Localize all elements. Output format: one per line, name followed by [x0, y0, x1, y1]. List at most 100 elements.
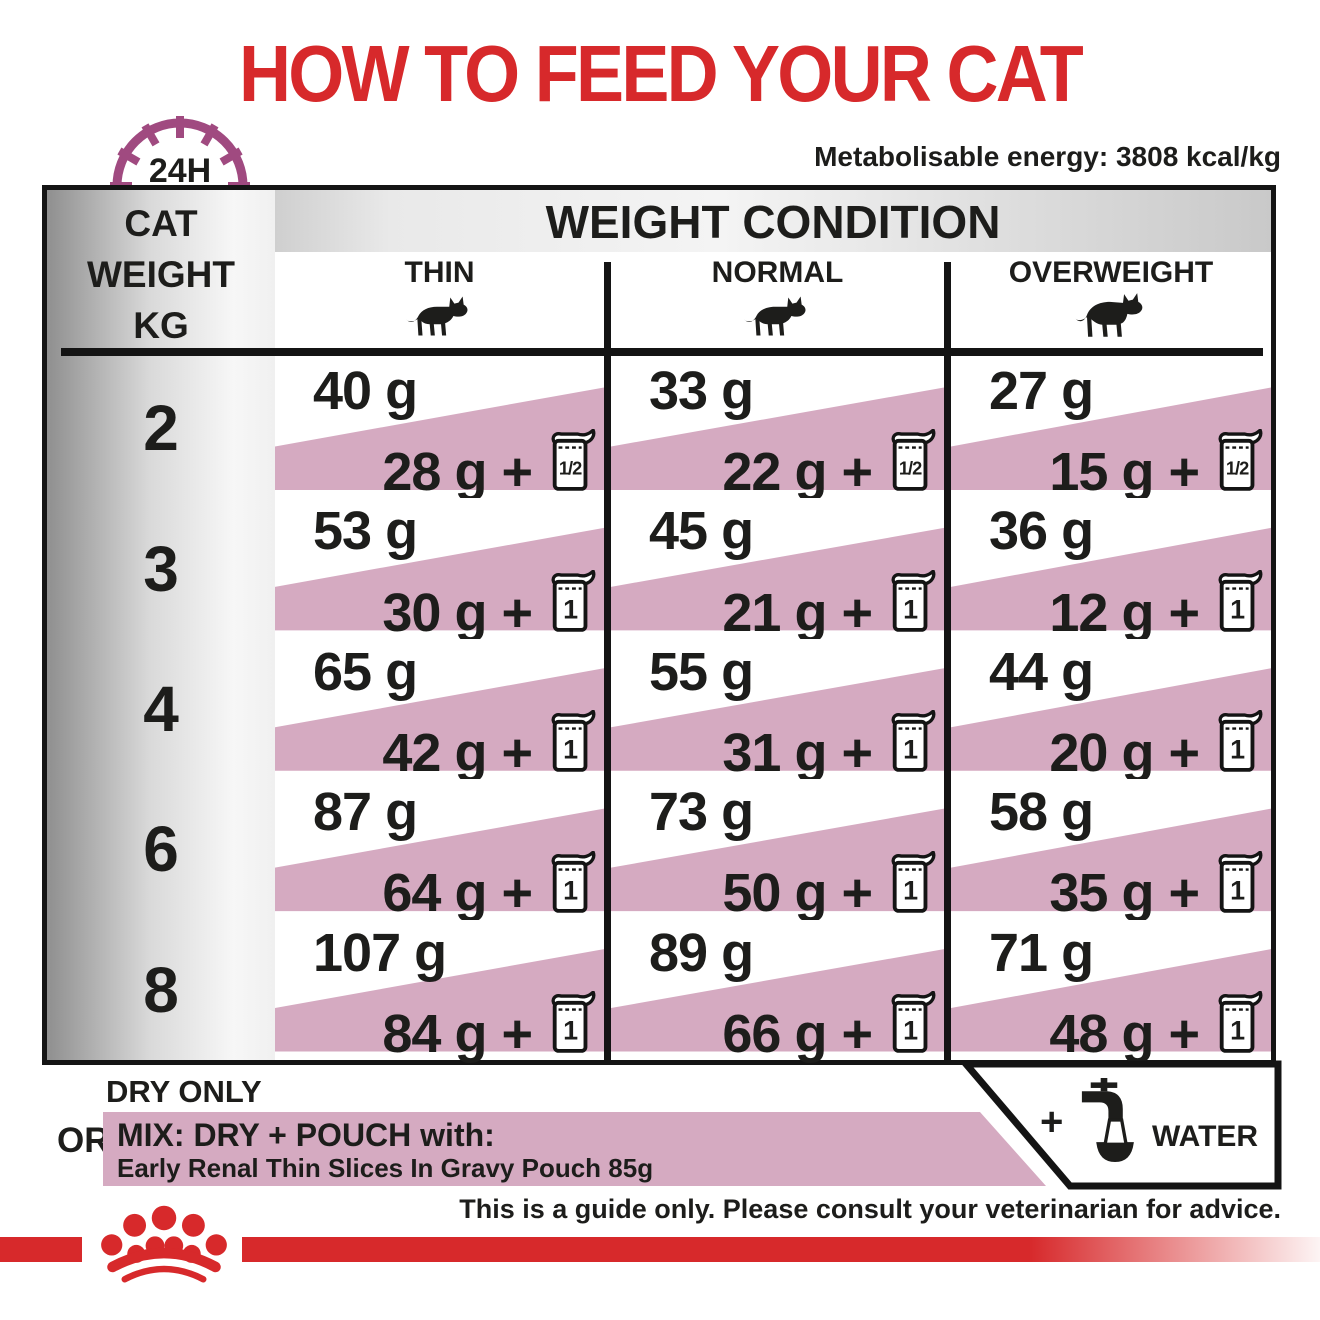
plus-sign: +: [841, 582, 873, 643]
plus-sign: +: [1168, 863, 1200, 924]
dry-amount: 87 g: [313, 782, 418, 843]
table-row: 3 53 g 30 g + 1 45 g 21 g +: [47, 498, 1271, 643]
ration-cell: 36 g 12 g + 1: [951, 498, 1271, 643]
pouch-count: 1: [1230, 1015, 1245, 1045]
mix-amount: 42 g: [382, 723, 487, 784]
column-divider: [944, 262, 951, 1060]
cat-thin-icon: [275, 292, 604, 345]
page-title: HOW TO FEED YOUR CAT: [238, 29, 1084, 118]
mix-amount: 20 g: [1049, 723, 1154, 784]
pouch-count: 1: [903, 735, 918, 765]
plus-sign: +: [841, 1003, 873, 1064]
mix-amount: 64 g: [382, 863, 487, 924]
mix-amount: 15 g: [1049, 442, 1154, 503]
plus-sign: +: [501, 442, 533, 503]
cat-normal-icon: [611, 292, 944, 345]
dry-amount: 65 g: [313, 641, 418, 702]
pouch-icon: 1: [551, 990, 596, 1053]
dry-amount: 27 g: [989, 361, 1094, 421]
mix-legend-band: MIX: DRY + POUCH with: Early Renal Thin …: [103, 1112, 1046, 1186]
pouch-icon: 1/2: [551, 429, 596, 492]
cat-weight-value: 6: [143, 813, 179, 886]
pouch-count: 1/2: [1226, 458, 1249, 479]
mix-amount-line: 50 g + 1: [722, 850, 937, 924]
pouch-count: 1: [1230, 735, 1245, 765]
weight-column-background: [47, 190, 275, 1060]
ration-cell: 40 g 28 g + 1/2: [275, 358, 604, 503]
mix-amount-line: 42 g + 1: [382, 710, 597, 784]
plus-sign: +: [501, 582, 533, 643]
dry-amount: 71 g: [989, 922, 1094, 983]
cat-overweight-icon: [951, 292, 1271, 345]
pouch-count: 1: [1230, 875, 1245, 905]
ration-cell: 73 g 50 g + 1: [611, 779, 944, 924]
pouch-icon: 1: [891, 569, 936, 632]
mix-amount: 22 g: [722, 442, 827, 503]
plus-sign: +: [501, 1003, 533, 1064]
dry-amount: 73 g: [649, 782, 754, 843]
plus-sign: +: [501, 723, 533, 784]
pouch-icon: 1: [551, 710, 596, 772]
mix-amount-line: 84 g + 1: [382, 990, 597, 1064]
ration-cell: 89 g 66 g + 1: [611, 919, 944, 1064]
plus-sign: +: [501, 863, 533, 924]
mix-amount-line: 28 g + 1/2: [382, 429, 597, 503]
ration-cell: 87 g 64 g + 1: [275, 779, 604, 924]
cat-weight-value: 3: [143, 532, 179, 605]
ration-cell: 45 g 21 g + 1: [611, 498, 944, 643]
pouch-icon: 1: [891, 710, 936, 772]
feeding-table: WEIGHT CONDITION CAT WEIGHT KG THIN NORM…: [42, 185, 1276, 1065]
pouch-icon: 1: [1218, 710, 1263, 772]
pouch-icon: 1/2: [1218, 429, 1263, 492]
ration-cell: 71 g 48 g + 1: [951, 919, 1271, 1064]
dry-amount: 40 g: [313, 361, 418, 421]
dry-amount: 107 g: [313, 922, 447, 983]
ration-cell: 44 g 20 g + 1: [951, 638, 1271, 784]
table-row: 4 65 g 42 g + 1 55 g 31 g +: [47, 638, 1271, 784]
pouch-count: 1: [563, 735, 578, 765]
cat-weight-header: CAT WEIGHT KG: [47, 198, 275, 351]
mix-amount: 30 g: [382, 582, 487, 643]
dry-amount: 45 g: [649, 501, 754, 562]
mix-amount-line: 48 g + 1: [1049, 990, 1264, 1064]
mix-amount: 50 g: [722, 863, 827, 924]
cat-weight-value: 4: [143, 672, 179, 745]
pouch-count: 1/2: [559, 458, 582, 479]
dry-amount: 89 g: [649, 922, 754, 983]
water-callout: + WATER: [952, 1058, 1284, 1192]
water-tap-icon: [1081, 1078, 1134, 1162]
mix-amount: 84 g: [382, 1003, 487, 1064]
pouch-count: 1: [563, 1015, 578, 1045]
plus-sign: +: [1168, 1003, 1200, 1064]
or-label: OR: [57, 1121, 110, 1160]
cat-weight-value: 2: [143, 392, 179, 465]
header-divider-line: [61, 348, 1263, 356]
dry-amount: 53 g: [313, 501, 418, 562]
energy-note: Metabolisable energy: 3808 kcal/kg: [814, 141, 1281, 172]
mix-amount: 48 g: [1049, 1003, 1154, 1064]
plus-sign: +: [841, 863, 873, 924]
cat-weight-line: CAT: [124, 203, 198, 244]
dry-amount: 33 g: [649, 361, 754, 421]
plus-sign: +: [1168, 723, 1200, 784]
column-header-thin: THIN: [404, 256, 475, 289]
mix-amount: 21 g: [722, 582, 827, 643]
pouch-icon: 1/2: [891, 429, 936, 492]
plus-sign: +: [1168, 582, 1200, 643]
water-label: WATER: [1152, 1120, 1259, 1153]
24h-clock-icon: 24H: [110, 116, 250, 188]
mix-amount-line: 15 g + 1/2: [1049, 429, 1264, 503]
pouch-icon: 1: [1218, 990, 1263, 1053]
pouch-count: 1/2: [899, 458, 922, 479]
ration-cell: 107 g 84 g + 1: [275, 919, 604, 1064]
pouch-icon: 1: [551, 569, 596, 632]
pouch-count: 1: [903, 594, 918, 624]
plus-sign: +: [1168, 442, 1200, 503]
pouch-icon: 1: [891, 990, 936, 1053]
plus-sign: +: [841, 442, 873, 503]
pouch-count: 1: [563, 875, 578, 905]
mix-amount-line: 31 g + 1: [722, 710, 937, 780]
column-divider: [604, 262, 611, 1060]
mix-amount: 66 g: [722, 1003, 827, 1064]
